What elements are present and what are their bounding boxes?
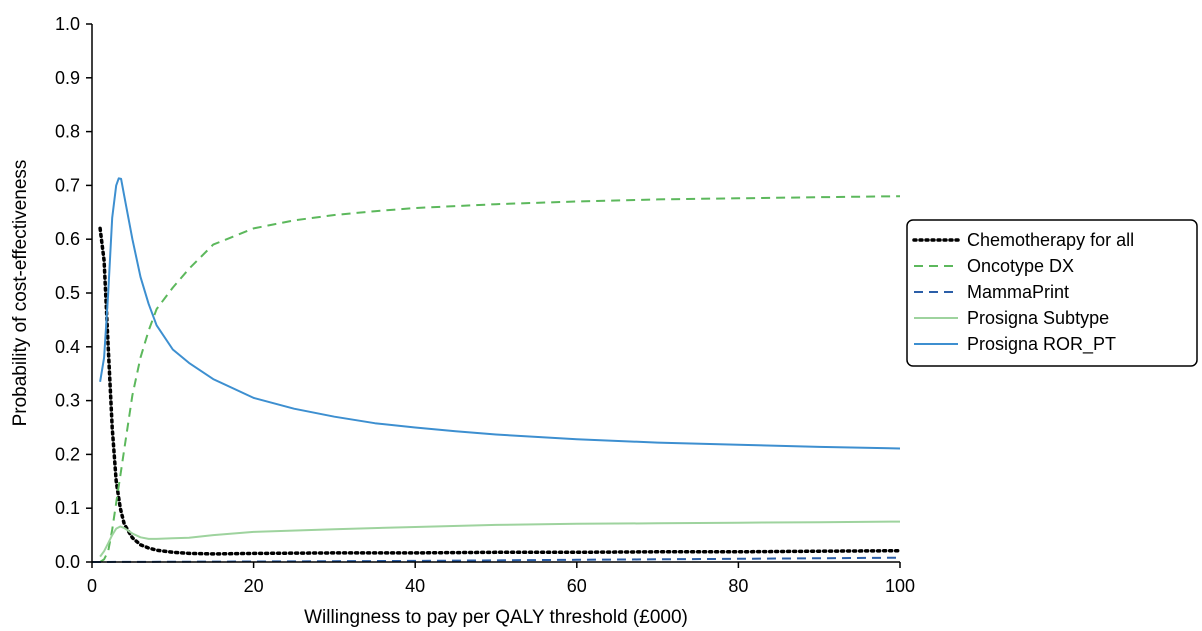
axes [91, 24, 900, 563]
legend-label: Prosigna Subtype [967, 308, 1109, 328]
series-line-prosigna-subtype [99, 520, 901, 558]
legend-label: Chemotherapy for all [967, 230, 1134, 250]
y-tick-label: 0.1 [55, 498, 80, 518]
series-line-prosigna-ror-pt [99, 177, 901, 450]
y-tick-label: 0.0 [55, 552, 80, 572]
y-tick-label: 0.4 [55, 337, 80, 357]
x-tick-label: 60 [567, 576, 587, 596]
x-tick-label: 100 [885, 576, 915, 596]
legend: Chemotherapy for all Oncotype DX MammaPrin… [906, 219, 1198, 367]
y-tick-label: 0.8 [55, 122, 80, 142]
x-tick-label: 40 [405, 576, 425, 596]
series-group [91, 177, 902, 563]
legend-label: Oncotype DX [967, 256, 1074, 276]
y-tick-label: 0.7 [55, 175, 80, 195]
y-tick-label: 0.2 [55, 444, 80, 464]
x-tick-label: 0 [87, 576, 97, 596]
x-tick-label: 20 [244, 576, 264, 596]
legend-label: MammaPrint [967, 282, 1069, 302]
y-tick-label: 0.6 [55, 229, 80, 249]
y-tick-label: 0.5 [55, 283, 80, 303]
series-line-chemotherapy-for-all [98, 226, 902, 556]
legend-box [906, 219, 1198, 367]
y-axis-title: Probability of cost-effectiveness [10, 160, 31, 427]
y-tick-label: 0.9 [55, 68, 80, 88]
series-line-oncotype-dx [99, 195, 901, 563]
x-tick-label: 80 [728, 576, 748, 596]
y-tick-label: 0.3 [55, 391, 80, 411]
x-ticks: 0 20 40 60 80 100 [87, 562, 915, 596]
legend-label: Prosigna ROR_PT [967, 334, 1116, 355]
y-tick-label: 1.0 [55, 14, 80, 34]
y-ticks: 0.0 0.1 0.2 0.3 0.4 0.5 0.6 0.7 0.8 0.9 1.0 [55, 14, 92, 572]
x-axis-title: Willingness to pay per QALY threshold (£… [304, 607, 688, 628]
